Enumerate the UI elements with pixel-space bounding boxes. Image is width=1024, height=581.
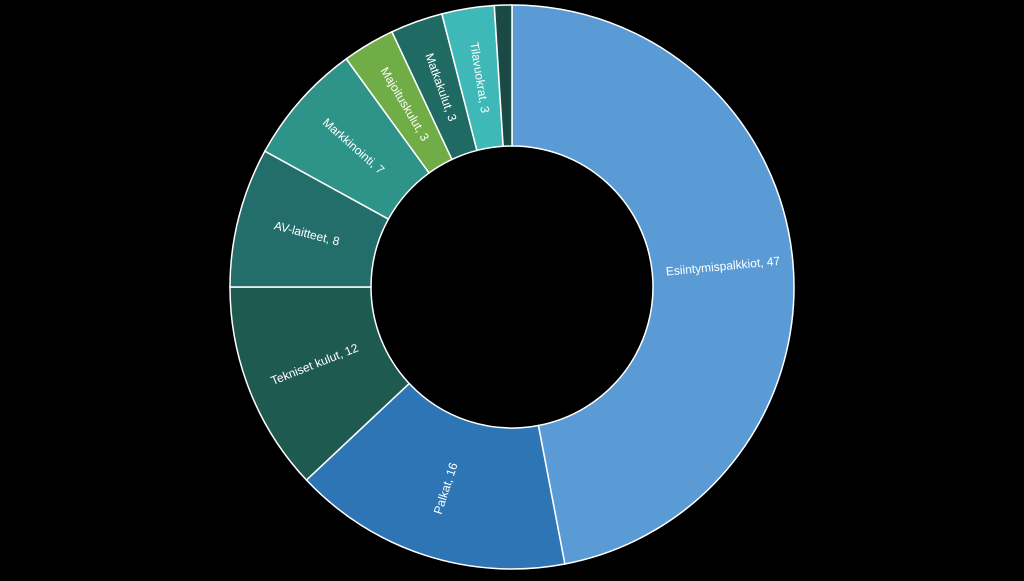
donut-slice-other [493,4,513,148]
donut-slice-esiintymispalkkiot [511,4,795,565]
donut-slice-palkat [305,382,566,570]
donut-slice-tekniset-kulut [229,286,411,482]
